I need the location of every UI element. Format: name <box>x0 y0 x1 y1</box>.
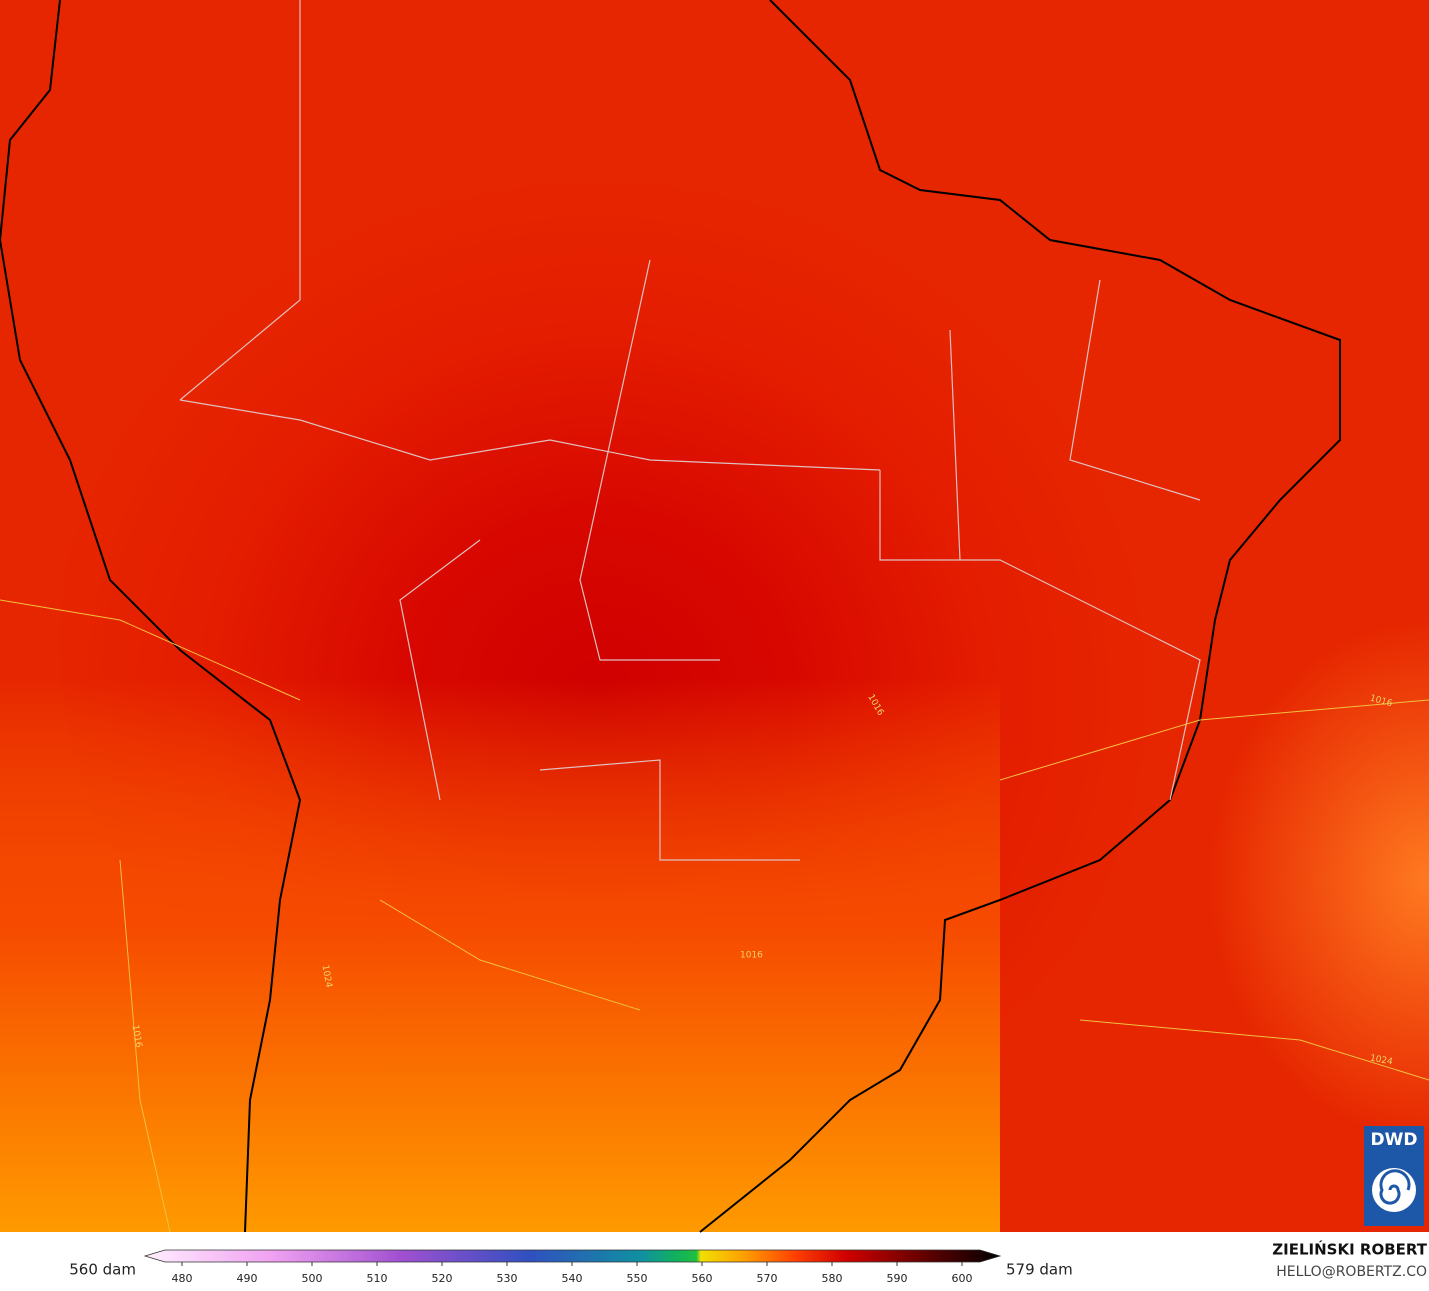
colorbar-tick-label: 490 <box>237 1272 258 1285</box>
legend-min: 560 dam <box>69 1261 136 1279</box>
field-south <box>0 0 1000 1232</box>
colorbar-tick-label: 550 <box>627 1272 648 1285</box>
colorbar <box>143 1249 1002 1263</box>
colorbar-tick-label: 530 <box>497 1272 518 1285</box>
logo-text: DWD <box>1371 1130 1418 1150</box>
legend-max: 579 dam <box>1006 1261 1073 1279</box>
contact: HELLO@ROBERTZ.CO <box>1276 1264 1427 1280</box>
colorbar-tick-label: 580 <box>822 1272 843 1285</box>
contour-label: 1016 <box>740 951 763 961</box>
contour-label: 1024 <box>1369 1054 1394 1068</box>
isobars <box>0 599 1429 1233</box>
borders <box>179 0 1201 861</box>
coastline <box>0 0 1341 1233</box>
colorbar-tick-label: 570 <box>757 1272 778 1285</box>
colorbar-tick-label: 590 <box>887 1272 908 1285</box>
colorbar-tick-label: 540 <box>562 1272 583 1285</box>
legend: 560 dam 579 dam 480 490 500 510 520 530 540 550… <box>69 1249 1073 1285</box>
logo-swirl <box>1379 1169 1411 1205</box>
colorbar-tick-label: 600 <box>952 1272 973 1285</box>
colorbar-tick-label: 500 <box>302 1272 323 1285</box>
contour-label: 1024 <box>320 964 334 989</box>
colorbar-tick-label: 510 <box>367 1272 388 1285</box>
colorbar-tick-label: 560 <box>692 1272 713 1285</box>
colorbar-tick-label: 520 <box>432 1272 453 1285</box>
field-east <box>1209 620 1429 1140</box>
map: 1016 1016 1016 1016 1024 1024 <box>0 0 1429 1233</box>
colorbar-tick-label: 480 <box>172 1272 193 1285</box>
contour-label: 1016 <box>130 1024 144 1049</box>
author: ZIELIŃSKI ROBERT <box>1272 1240 1427 1259</box>
logo: DWD <box>1364 1126 1424 1226</box>
